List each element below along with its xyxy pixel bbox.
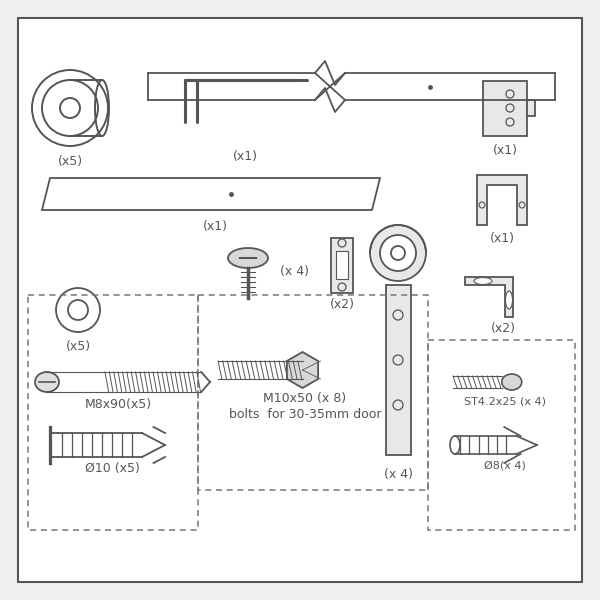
Polygon shape [386,285,410,455]
Polygon shape [477,175,527,225]
Text: ST4.2x25 (x 4): ST4.2x25 (x 4) [464,396,546,406]
Text: (x2): (x2) [329,298,355,311]
Bar [527,100,535,116]
Text: (x5): (x5) [58,155,83,168]
Text: (x1): (x1) [203,220,227,233]
Bar [28,295,198,530]
Ellipse shape [228,248,268,268]
FancyBboxPatch shape [18,18,582,582]
Bar [198,295,428,490]
Bar [336,251,348,279]
Bar [483,80,527,136]
Text: (x 4): (x 4) [280,265,309,278]
Text: (x2): (x2) [491,322,515,335]
Text: bolts  for 30-35mm door: bolts for 30-35mm door [229,408,381,421]
Text: (x5): (x5) [65,340,91,353]
Circle shape [380,235,416,271]
Polygon shape [287,352,318,388]
Bar [331,238,353,292]
Text: Ø8(x 4): Ø8(x 4) [484,460,526,470]
Text: (x 4): (x 4) [383,468,413,481]
Ellipse shape [35,372,59,392]
Text: (x1): (x1) [233,150,257,163]
Bar [428,340,575,530]
Circle shape [370,225,426,281]
Text: M10x50 (x 8): M10x50 (x 8) [263,392,347,405]
Polygon shape [465,277,513,317]
Text: Ø10 (x5): Ø10 (x5) [85,462,139,475]
Text: (x1): (x1) [493,144,517,157]
Ellipse shape [474,277,492,284]
Ellipse shape [505,291,512,309]
Text: M8x90(x5): M8x90(x5) [85,398,152,411]
Ellipse shape [502,374,522,390]
Text: (x1): (x1) [490,232,515,245]
